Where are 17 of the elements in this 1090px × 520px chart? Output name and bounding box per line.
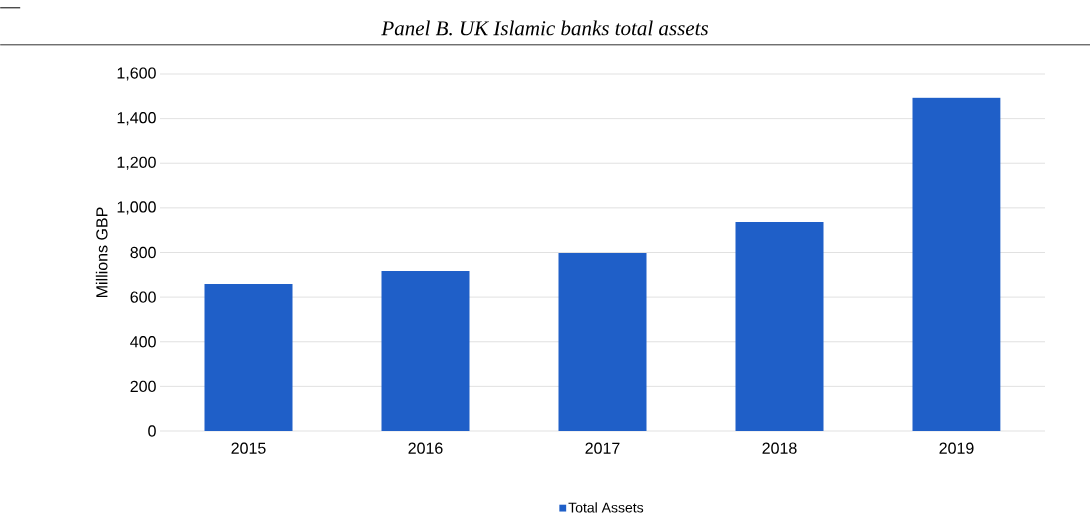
x-tick-label: 2016: [408, 442, 443, 454]
x-tick-label: 2019: [939, 442, 974, 454]
y-tick-label: 600: [130, 291, 156, 303]
y-tick-label: 800: [130, 246, 156, 259]
chart-title: Panel B. UK Islamic banks total assets: [381, 20, 709, 36]
x-tick-label: 2018: [762, 442, 797, 454]
y-tick-label: 0: [148, 425, 156, 437]
y-tick-label: 400: [130, 336, 156, 348]
y-axis-title: Millions GBP: [95, 207, 108, 297]
legend-label: Total Assets: [568, 502, 644, 513]
y-tick-label: 1,000: [117, 201, 156, 215]
y-tick-label: 200: [130, 380, 156, 393]
y-tick-label: 1,400: [117, 112, 156, 126]
x-tick-label: 2015: [231, 442, 266, 454]
x-tick-label: 2017: [585, 442, 620, 454]
y-tick-label: 1,200: [117, 156, 156, 170]
y-tick-label: 1,600: [117, 67, 156, 81]
